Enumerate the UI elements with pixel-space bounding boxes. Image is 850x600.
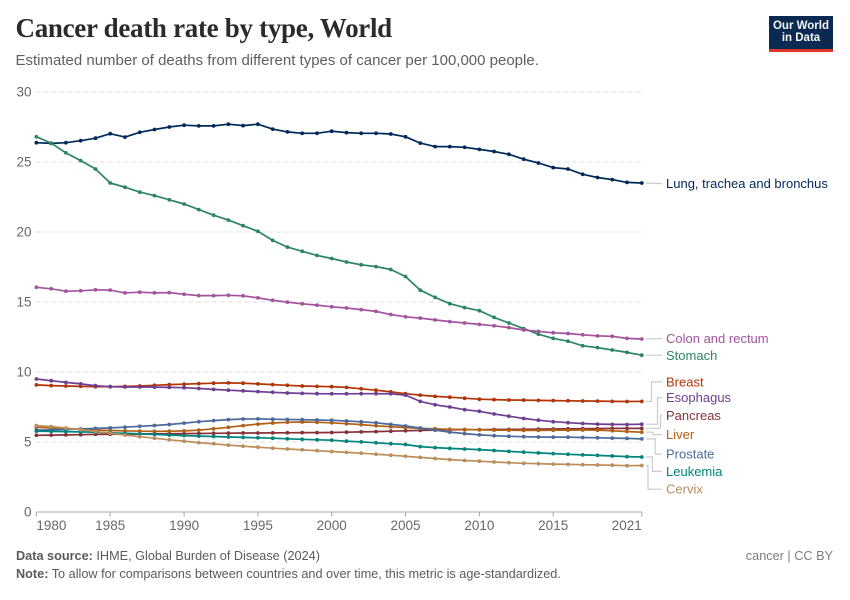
svg-text:Leukemia: Leukemia xyxy=(666,464,723,479)
svg-text:Liver: Liver xyxy=(666,427,695,442)
svg-text:20: 20 xyxy=(16,225,31,240)
svg-text:2010: 2010 xyxy=(464,518,494,533)
svg-text:1995: 1995 xyxy=(243,518,273,533)
svg-text:15: 15 xyxy=(16,295,31,310)
svg-text:1980: 1980 xyxy=(36,518,66,533)
svg-text:Pancreas: Pancreas xyxy=(666,408,721,423)
svg-text:1985: 1985 xyxy=(95,518,125,533)
svg-text:Cervix: Cervix xyxy=(666,482,703,497)
svg-text:0: 0 xyxy=(24,505,32,520)
svg-text:30: 30 xyxy=(16,85,31,100)
svg-text:2005: 2005 xyxy=(390,518,420,533)
svg-text:Breast: Breast xyxy=(666,374,704,389)
svg-text:Prostate: Prostate xyxy=(666,447,714,462)
svg-text:2021: 2021 xyxy=(612,518,642,533)
svg-text:Lung, trachea and bronchus: Lung, trachea and bronchus xyxy=(666,176,828,191)
svg-text:1990: 1990 xyxy=(169,518,199,533)
svg-text:Esophagus: Esophagus xyxy=(666,390,732,405)
svg-text:10: 10 xyxy=(16,365,31,380)
svg-text:Stomach: Stomach xyxy=(666,348,717,363)
svg-text:Colon and rectum: Colon and rectum xyxy=(666,331,769,346)
svg-text:25: 25 xyxy=(16,155,31,170)
svg-text:5: 5 xyxy=(24,435,32,450)
svg-text:2000: 2000 xyxy=(317,518,347,533)
svg-text:2015: 2015 xyxy=(538,518,568,533)
